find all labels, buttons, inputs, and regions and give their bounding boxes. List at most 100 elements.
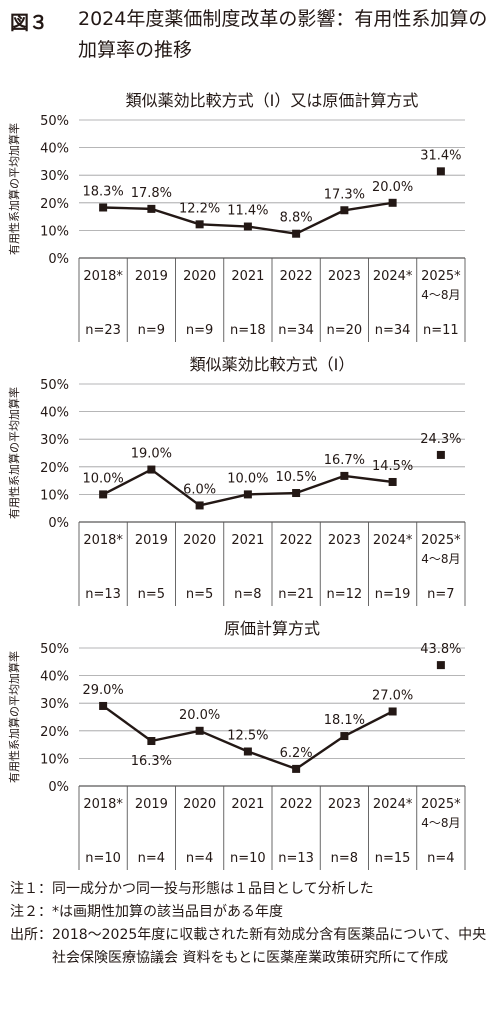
data-point-marker xyxy=(340,471,349,480)
x-tick-label: 2021 xyxy=(231,797,264,812)
y-tick-label: 0% xyxy=(48,252,69,267)
chart-panel-2: 類似薬効比較方式（Ⅰ） 有用性系加算の平均加算率 0% 10% 20% 30% 40% 50%… xyxy=(7,355,466,606)
data-label: 12.5% xyxy=(227,729,268,744)
x-tick-label: 2022 xyxy=(280,797,313,812)
data-label: 8.8% xyxy=(280,211,313,226)
x-tick-label: 2023 xyxy=(328,797,361,812)
sample-size-label: n=18 xyxy=(230,323,266,338)
data-label: 10.0% xyxy=(82,471,123,486)
chart-title: 類似薬効比較方式（Ⅰ）又は原価計算方式 xyxy=(126,91,419,110)
figure-title: 2024年度薬価制度改革の影響：有用性系加算の加算率の推移 xyxy=(78,8,488,61)
data-point-marker xyxy=(195,501,204,510)
data-point-marker xyxy=(388,477,397,486)
x-tick-label: 2024* xyxy=(373,533,413,548)
x-tick-label: 2025* xyxy=(421,533,461,548)
sample-size-label: n=4 xyxy=(186,851,213,866)
data-point-marker xyxy=(388,198,397,207)
y-axis-label: 有用性系加算の平均加算率 xyxy=(7,651,21,783)
sample-size-label: n=5 xyxy=(186,587,213,602)
data-label: 16.3% xyxy=(131,754,172,769)
data-label: 29.0% xyxy=(82,683,123,698)
y-tick-label: 50% xyxy=(40,114,69,129)
data-point-marker xyxy=(340,206,349,215)
data-point-marker xyxy=(99,701,108,710)
note-label: 注２： xyxy=(10,904,52,920)
y-tick-label: 30% xyxy=(40,169,69,184)
data-point-marker xyxy=(292,764,301,773)
y-axis-label: 有用性系加算の平均加算率 xyxy=(7,387,21,519)
x-tick-label: 2022 xyxy=(280,269,313,284)
sample-size-label: n=8 xyxy=(234,587,261,602)
data-point-marker xyxy=(147,465,156,474)
data-point-marker xyxy=(292,489,301,498)
sample-size-label: n=10 xyxy=(85,851,121,866)
data-point-marker xyxy=(195,726,204,735)
sample-size-label: n=19 xyxy=(375,587,411,602)
x-tick-label: 2018* xyxy=(83,533,123,548)
data-label: 10.0% xyxy=(227,471,268,486)
data-label: 10.5% xyxy=(275,470,316,485)
x-tick-label: 2019 xyxy=(135,269,168,284)
sample-size-label: n=21 xyxy=(278,587,314,602)
sample-size-label: n=12 xyxy=(327,587,363,602)
sample-size-label: n=20 xyxy=(327,323,363,338)
sample-size-label: n=34 xyxy=(278,323,314,338)
data-label: 17.8% xyxy=(131,186,172,201)
note-label: 注１： xyxy=(10,881,52,897)
note-text: 同一成分かつ同一投与形態は１品目として分析した xyxy=(52,881,374,897)
x-tick-label: 2022 xyxy=(280,533,313,548)
x-tick-label: 2024* xyxy=(373,269,413,284)
x-tick-sublabel: 4～8月 xyxy=(421,816,460,830)
sample-size-label: n=4 xyxy=(138,851,165,866)
data-label: 14.5% xyxy=(372,459,413,474)
data-label: 20.0% xyxy=(179,708,220,723)
y-tick-label: 20% xyxy=(40,461,69,476)
data-point-marker xyxy=(292,229,301,238)
y-tick-label: 40% xyxy=(40,142,69,157)
y-tick-label: 50% xyxy=(40,642,69,657)
source-note: 出所： 2018～2025年度に収載された新有効成分含有医薬品について、中央社会… xyxy=(10,924,494,970)
sample-size-label: n=8 xyxy=(331,851,358,866)
sample-size-label: n=10 xyxy=(230,851,266,866)
data-point-marker xyxy=(243,222,252,231)
sample-size-label: n=13 xyxy=(278,851,314,866)
x-tick-sublabel: 4～8月 xyxy=(421,552,460,566)
x-tick-label: 2018* xyxy=(83,797,123,812)
data-point-marker xyxy=(147,204,156,213)
data-point-marker xyxy=(436,661,445,670)
x-tick-label: 2020 xyxy=(183,269,216,284)
y-tick-label: 50% xyxy=(40,378,69,393)
data-label: 17.3% xyxy=(324,187,365,202)
chart-title: 類似薬効比較方式（Ⅰ） xyxy=(190,355,355,374)
data-point-marker xyxy=(388,707,397,716)
sample-size-label: n=5 xyxy=(138,587,165,602)
y-tick-label: 20% xyxy=(40,725,69,740)
data-label: 6.2% xyxy=(280,746,313,761)
data-point-marker xyxy=(243,490,252,499)
sample-size-label: n=34 xyxy=(375,323,411,338)
x-tick-label: 2023 xyxy=(328,533,361,548)
sample-size-label: n=9 xyxy=(186,323,213,338)
x-tick-label: 2020 xyxy=(183,533,216,548)
x-tick-label: 2020 xyxy=(183,797,216,812)
data-label: 20.0% xyxy=(372,180,413,195)
note-2: 注２： *は画期性加算の該当品目がある年度 xyxy=(10,901,494,924)
y-tick-label: 0% xyxy=(48,780,69,795)
x-tick-label: 2021 xyxy=(231,269,264,284)
note-1: 注１： 同一成分かつ同一投与形態は１品目として分析した xyxy=(10,878,494,901)
y-tick-label: 40% xyxy=(40,670,69,685)
x-tick-label: 2019 xyxy=(135,533,168,548)
x-tick-label: 2019 xyxy=(135,797,168,812)
data-point-marker xyxy=(99,490,108,499)
data-label: 6.0% xyxy=(183,482,216,497)
data-label: 11.4% xyxy=(227,204,268,219)
note-label: 出所： xyxy=(10,927,52,943)
x-tick-sublabel: 4～8月 xyxy=(421,288,460,302)
data-point-marker xyxy=(340,732,349,741)
chart-title: 原価計算方式 xyxy=(224,619,320,638)
data-point-marker xyxy=(436,450,445,459)
data-label: 18.3% xyxy=(82,184,123,199)
x-tick-label: 2018* xyxy=(83,269,123,284)
